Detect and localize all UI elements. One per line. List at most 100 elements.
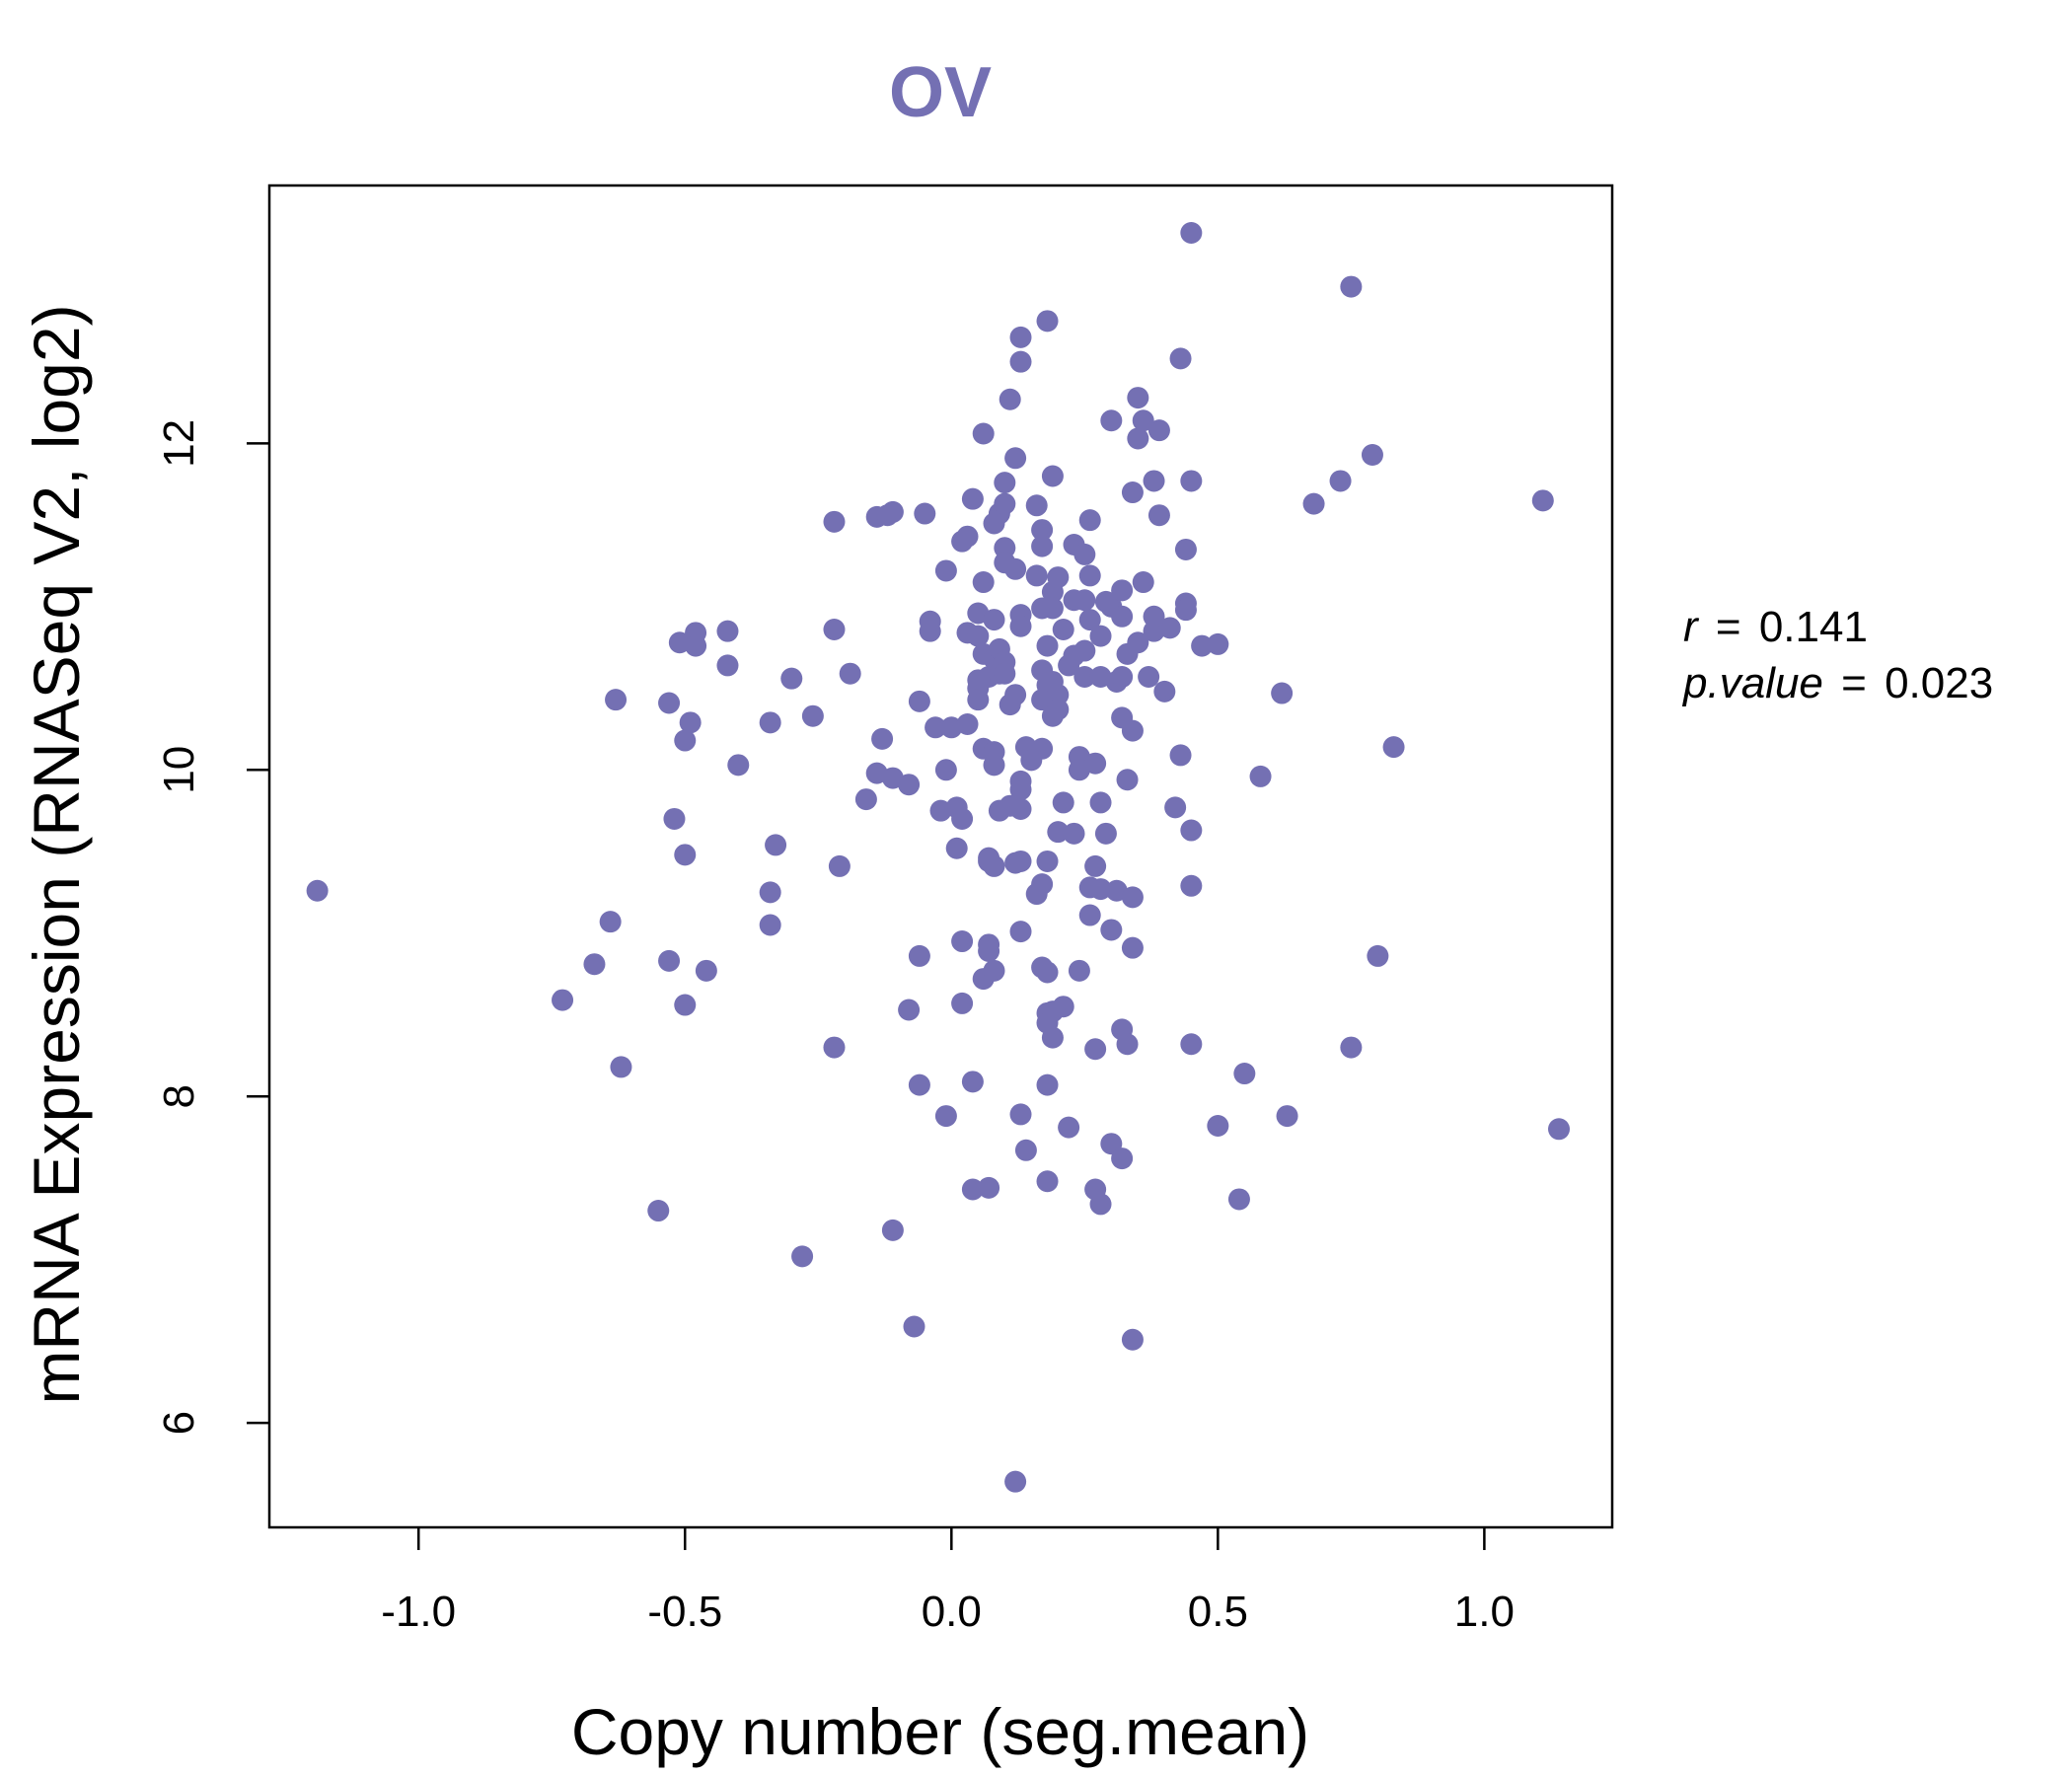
data-point xyxy=(871,727,894,750)
data-point xyxy=(823,1036,846,1059)
data-point xyxy=(1078,564,1101,587)
data-point xyxy=(1009,326,1032,348)
data-point xyxy=(1004,447,1027,470)
svg-text:p.value = 0.023: p.value = 0.023 xyxy=(1681,659,1993,707)
data-point xyxy=(610,1056,632,1078)
data-point xyxy=(1111,605,1134,628)
data-point xyxy=(1164,796,1187,819)
data-point xyxy=(934,759,957,781)
data-point xyxy=(994,492,1016,515)
data-point xyxy=(1340,275,1363,298)
r-label: r xyxy=(1683,603,1700,651)
data-point xyxy=(1052,996,1074,1018)
data-point xyxy=(658,692,681,714)
data-point xyxy=(925,716,947,739)
x-tick-label: 0.5 xyxy=(1188,1588,1248,1636)
data-point xyxy=(1121,936,1144,959)
p-equals: = xyxy=(1841,659,1867,707)
data-points xyxy=(306,221,1570,1493)
data-point xyxy=(951,992,974,1014)
data-point xyxy=(1041,597,1064,620)
data-point xyxy=(1014,1139,1037,1161)
data-point xyxy=(1031,535,1054,557)
data-point xyxy=(1025,494,1048,517)
data-point xyxy=(674,994,697,1016)
data-point xyxy=(823,619,846,641)
data-point xyxy=(898,774,921,796)
data-point xyxy=(945,837,968,859)
data-point xyxy=(1147,419,1170,442)
data-point xyxy=(1100,919,1123,941)
data-point xyxy=(1084,752,1107,775)
data-point xyxy=(1004,684,1027,706)
data-point xyxy=(1078,904,1101,926)
data-point xyxy=(1249,765,1272,787)
data-point xyxy=(1180,874,1203,897)
svg-text:r = 0.141: r = 0.141 xyxy=(1683,603,1868,651)
data-point xyxy=(972,571,995,594)
data-point xyxy=(961,1178,984,1201)
data-point xyxy=(1036,850,1059,872)
data-point xyxy=(759,881,781,904)
data-point xyxy=(1009,778,1032,801)
y-tick-label: 6 xyxy=(155,1411,203,1435)
data-point xyxy=(1132,571,1154,594)
data-point xyxy=(1073,543,1096,565)
data-point xyxy=(599,911,622,933)
data-point xyxy=(1180,1033,1203,1056)
data-point xyxy=(1009,921,1032,943)
data-point xyxy=(780,667,803,690)
data-point xyxy=(919,620,941,642)
data-point xyxy=(1009,1103,1032,1126)
data-point xyxy=(759,914,781,936)
data-point xyxy=(1036,310,1059,333)
data-point xyxy=(823,510,846,533)
data-point xyxy=(716,620,739,642)
data-point xyxy=(1047,821,1070,844)
data-point xyxy=(1153,680,1176,703)
data-point xyxy=(1009,350,1032,373)
data-point xyxy=(967,625,990,647)
data-point xyxy=(903,1315,925,1338)
data-point xyxy=(1031,519,1054,542)
r-equals: = xyxy=(1716,603,1741,651)
data-point xyxy=(1094,822,1117,845)
data-point xyxy=(1078,509,1101,532)
data-point xyxy=(961,1071,984,1093)
data-point xyxy=(908,944,930,967)
data-point xyxy=(1041,465,1064,487)
data-point xyxy=(1116,769,1139,791)
data-point xyxy=(1147,504,1170,527)
data-point xyxy=(716,654,739,677)
data-point xyxy=(1089,625,1112,647)
data-point xyxy=(1084,1038,1107,1061)
data-point xyxy=(956,525,979,548)
data-point xyxy=(1180,819,1203,842)
data-point xyxy=(674,844,697,866)
p-label: p.value xyxy=(1681,659,1823,707)
data-point xyxy=(1100,409,1123,432)
data-point xyxy=(1058,1116,1080,1139)
data-point xyxy=(695,959,717,982)
data-point xyxy=(1158,617,1181,639)
data-point xyxy=(1174,538,1197,560)
data-point xyxy=(999,388,1021,410)
data-point xyxy=(1004,557,1027,580)
data-point xyxy=(1169,347,1192,370)
data-point xyxy=(1063,822,1085,845)
data-point xyxy=(881,1219,904,1241)
data-point xyxy=(552,989,574,1011)
data-point xyxy=(1271,682,1294,704)
x-axis-label: Copy number (seg.mean) xyxy=(571,1695,1309,1768)
data-point xyxy=(908,1073,930,1096)
data-point xyxy=(1121,719,1144,742)
y-axis-label: mRNA Expression (RNASeq V2, log2) xyxy=(20,304,93,1404)
data-point xyxy=(1233,1063,1256,1085)
data-point xyxy=(881,500,904,523)
data-point xyxy=(1329,470,1352,492)
data-point xyxy=(306,879,329,902)
data-point xyxy=(1121,1328,1144,1351)
data-point xyxy=(1025,564,1048,587)
data-point xyxy=(1382,736,1405,759)
